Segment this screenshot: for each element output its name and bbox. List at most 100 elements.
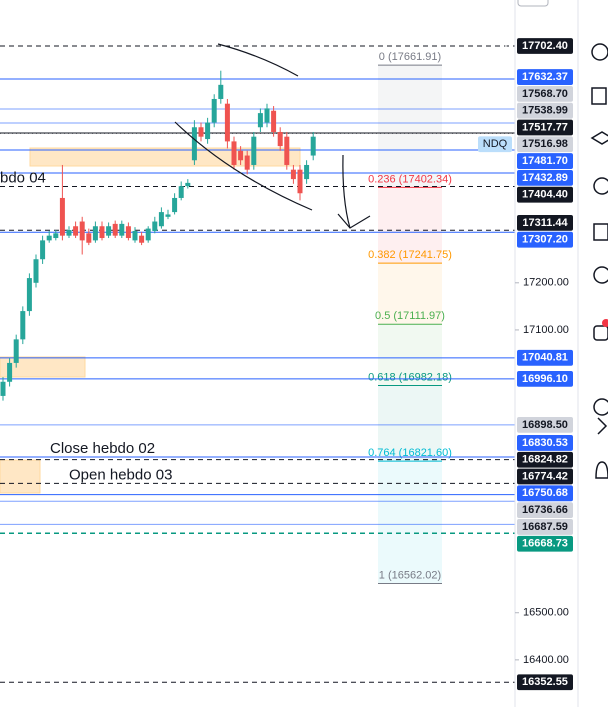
price-label-box — [517, 349, 573, 366]
candle-body — [139, 235, 145, 243]
price-label-box — [517, 85, 573, 102]
price-label-box — [517, 102, 573, 119]
candle-body — [211, 98, 217, 123]
candle-body — [304, 164, 310, 180]
sidebar-icon[interactable] — [591, 43, 608, 61]
candle-body — [0, 381, 6, 396]
candle-body — [178, 186, 184, 198]
fib-zone — [378, 324, 442, 386]
drawing — [337, 213, 371, 229]
price-label: 16898.50 — [522, 419, 568, 431]
candle-body — [79, 221, 85, 241]
sidebar-icon[interactable] — [593, 325, 608, 341]
fib-zone — [378, 263, 442, 325]
candle-body — [185, 182, 191, 187]
candle-body — [284, 136, 290, 165]
price-label: 17432.89 — [522, 172, 568, 184]
price-label: 16750.68 — [522, 487, 568, 499]
price-axis: 17200.00 17100.00 16500.00 16400.00 17702.40… — [478, 0, 573, 707]
price-label: 17517.77 — [522, 121, 568, 133]
zone — [0, 459, 41, 494]
fib-zone — [378, 385, 442, 462]
symbol-box — [478, 136, 512, 153]
candle-body — [218, 84, 224, 99]
price-label-box — [517, 435, 573, 451]
fib-label: 0.382 (17241.75) — [368, 249, 452, 261]
sidebar-icon[interactable] — [593, 398, 608, 416]
annotation: Close hebdo 02 — [50, 440, 155, 457]
candle-body — [264, 108, 270, 123]
levels — [0, 45, 515, 683]
price-label: 16736.66 — [522, 504, 568, 516]
zone — [0, 356, 86, 378]
candle-body — [99, 226, 105, 239]
fib-label: 1 (16562.02) — [379, 569, 441, 581]
candle-body — [152, 221, 158, 231]
price-label-box — [517, 119, 573, 136]
symbol-label: NDQ — [483, 138, 508, 150]
candle-body — [205, 122, 211, 140]
candle-body — [165, 214, 171, 217]
price-label-box — [517, 169, 573, 186]
y-tick-label: 16500.00 — [523, 607, 569, 619]
candle-body — [271, 110, 277, 132]
price-label-box — [517, 214, 573, 231]
sidebar-icon[interactable] — [593, 223, 608, 241]
price-label: 17307.20 — [522, 234, 568, 246]
candle-body — [59, 197, 65, 236]
price-label: 16352.55 — [522, 676, 568, 688]
candle-body — [224, 103, 230, 142]
price-label: 16824.82 — [522, 454, 568, 466]
add-button[interactable] — [493, 39, 507, 53]
sidebar-icon[interactable] — [591, 87, 607, 105]
fib-label: 0 (17661.91) — [379, 51, 441, 63]
currency-button[interactable] — [517, 0, 549, 7]
price-label-box — [517, 451, 573, 468]
price-label: 17404.40 — [522, 189, 568, 201]
price-label: 17481.70 — [522, 155, 568, 167]
candle-body — [198, 127, 204, 137]
notification-dot — [602, 319, 608, 327]
candle-body — [119, 223, 125, 236]
price-label-box — [517, 417, 573, 433]
candle-body — [251, 136, 257, 165]
price-label: 16830.53 — [522, 437, 568, 449]
price-label: 16774.42 — [522, 470, 568, 482]
price-label-box — [517, 535, 573, 552]
price-label-box — [517, 153, 573, 169]
zone — [29, 147, 301, 167]
drawings — [174, 43, 371, 229]
candle-body — [244, 155, 250, 170]
candle-body — [46, 235, 52, 241]
sidebar-icon[interactable] — [593, 266, 608, 284]
candle-body — [33, 259, 39, 283]
candle-body — [290, 169, 296, 180]
price-label: 17311.44 — [522, 217, 568, 229]
candle-body — [310, 136, 316, 156]
price-label-box — [517, 519, 573, 535]
candle-body — [7, 362, 13, 382]
candle-body — [20, 311, 26, 340]
price-label-box — [517, 502, 573, 519]
candle-body — [145, 228, 151, 241]
sidebar-icon[interactable] — [597, 417, 608, 435]
drawing — [217, 43, 299, 77]
candle-body — [73, 226, 79, 236]
sidebar-icon[interactable] — [593, 177, 608, 195]
candle-body — [191, 127, 197, 161]
price-label: 17040.81 — [522, 352, 568, 364]
price-label: 16687.59 — [522, 521, 568, 533]
sidebar-icon[interactable] — [590, 131, 608, 145]
candle-body — [238, 150, 244, 161]
price-label: 17632.37 — [522, 71, 568, 83]
drawing — [174, 121, 313, 211]
candle-body — [106, 226, 112, 236]
fib-label: 0.618 (16982.18) — [368, 371, 452, 383]
candle-body — [53, 233, 59, 239]
y-tick-label: 17200.00 — [523, 277, 569, 289]
annotation: Open hebdo 03 — [69, 466, 172, 483]
price-label: 17516.98 — [522, 138, 568, 150]
